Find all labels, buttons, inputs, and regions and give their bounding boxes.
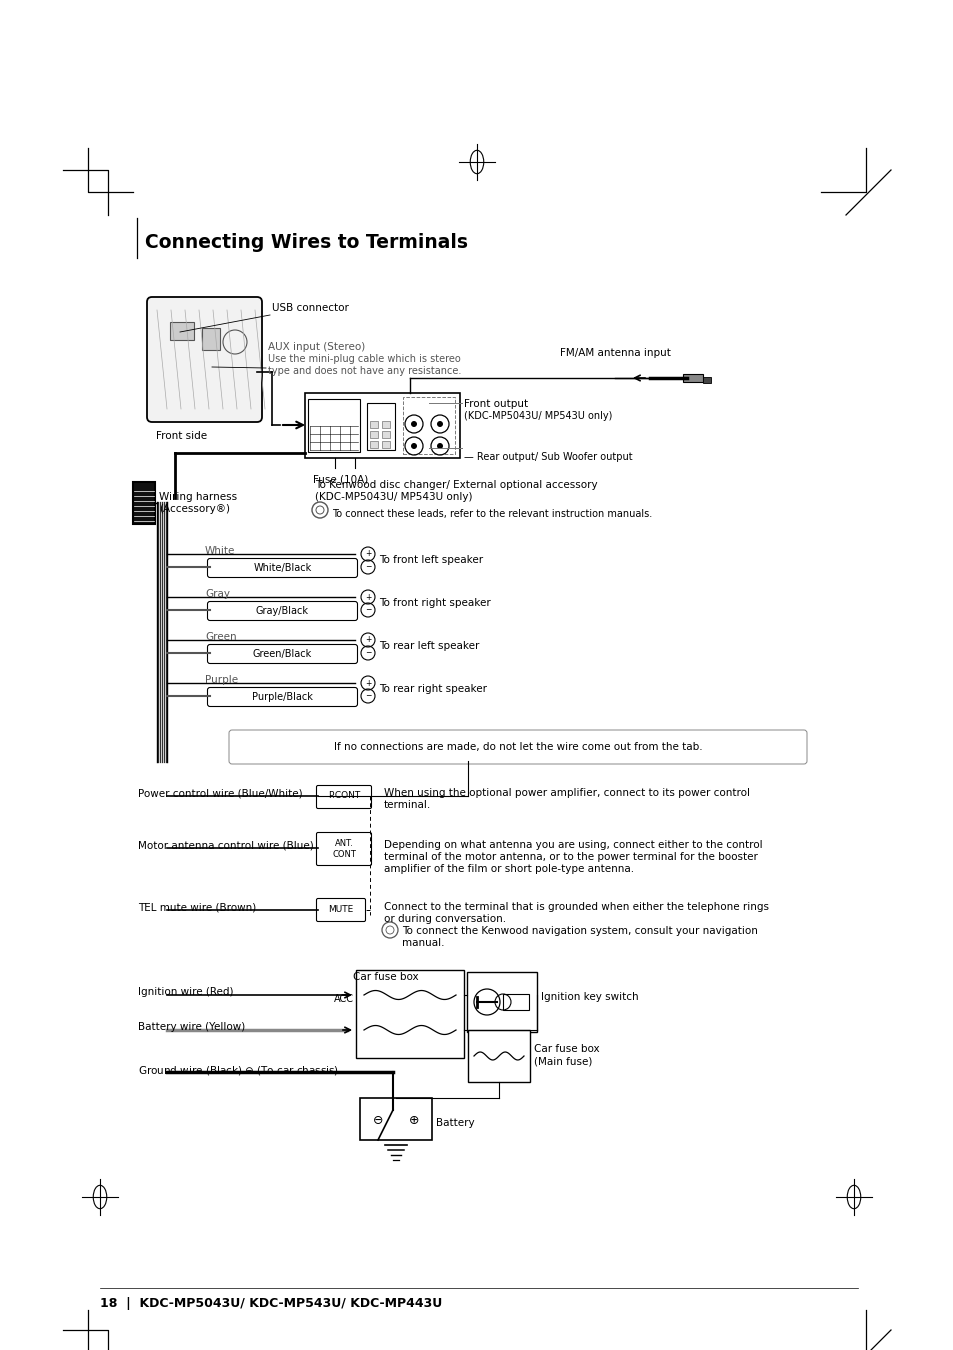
Text: White/Black: White/Black — [253, 563, 312, 572]
Bar — [308, 400, 359, 452]
Bar — [355, 971, 463, 1058]
Text: Depending on what antenna you are using, connect either to the control: Depending on what antenna you are using,… — [384, 840, 761, 850]
Text: Front output: Front output — [463, 400, 528, 409]
Text: type and does not have any resistance.: type and does not have any resistance. — [268, 366, 461, 377]
Bar — [370, 441, 377, 448]
Text: Green: Green — [205, 632, 236, 643]
Text: (Main fuse): (Main fuse) — [534, 1056, 592, 1066]
FancyBboxPatch shape — [316, 786, 371, 809]
Text: Ground wire (Black) $\ominus$ (To car chassis): Ground wire (Black) $\ominus$ (To car ch… — [138, 1064, 338, 1077]
Text: Gray: Gray — [205, 589, 230, 599]
Bar — [381, 421, 390, 428]
Text: TEL mute wire (Brown): TEL mute wire (Brown) — [138, 902, 256, 913]
Bar — [467, 972, 537, 1031]
Text: Battery: Battery — [436, 1118, 475, 1129]
Text: −: − — [364, 648, 371, 657]
Text: Ignition wire (Red): Ignition wire (Red) — [138, 987, 233, 998]
Text: ANT.
CONT: ANT. CONT — [332, 840, 355, 859]
Text: terminal of the motor antenna, or to the power terminal for the booster: terminal of the motor antenna, or to the… — [384, 852, 757, 863]
Text: +: + — [364, 679, 371, 687]
Bar — [170, 323, 193, 340]
Text: USB connector: USB connector — [272, 302, 349, 313]
Text: (KDC-MP5043U/ MP543U only): (KDC-MP5043U/ MP543U only) — [314, 491, 472, 502]
Text: Car fuse box: Car fuse box — [353, 972, 418, 981]
Circle shape — [411, 443, 416, 450]
Text: To Kenwood disc changer/ External optional accessory: To Kenwood disc changer/ External option… — [314, 481, 597, 490]
Bar — [370, 431, 377, 437]
Bar — [132, 482, 154, 524]
Text: Battery wire (Yellow): Battery wire (Yellow) — [138, 1022, 245, 1031]
Bar — [370, 421, 377, 428]
Text: If no connections are made, do not let the wire come out from the tab.: If no connections are made, do not let t… — [334, 743, 701, 752]
Text: 18  |  KDC-MP5043U/ KDC-MP543U/ KDC-MP443U: 18 | KDC-MP5043U/ KDC-MP543U/ KDC-MP443U — [100, 1296, 442, 1310]
Text: White: White — [205, 545, 235, 556]
Bar — [305, 393, 459, 458]
Text: $\ominus$: $\ominus$ — [372, 1114, 383, 1126]
Text: $\oplus$: $\oplus$ — [408, 1114, 419, 1126]
FancyBboxPatch shape — [208, 644, 357, 663]
FancyBboxPatch shape — [147, 297, 262, 423]
Text: MUTE: MUTE — [328, 906, 354, 914]
Text: Front side: Front side — [156, 431, 207, 441]
Text: Use the mini-plug cable which is stereo: Use the mini-plug cable which is stereo — [268, 354, 460, 364]
Bar — [402, 397, 455, 454]
Text: Fuse (10A): Fuse (10A) — [313, 474, 368, 485]
FancyBboxPatch shape — [316, 899, 365, 922]
Text: Wiring harness: Wiring harness — [159, 491, 237, 502]
Bar — [502, 994, 529, 1010]
FancyBboxPatch shape — [229, 730, 806, 764]
Text: To front right speaker: To front right speaker — [378, 598, 490, 608]
Text: Connect to the terminal that is grounded when either the telephone rings: Connect to the terminal that is grounded… — [384, 902, 768, 913]
Bar — [202, 328, 220, 350]
Text: manual.: manual. — [401, 938, 444, 948]
Text: −: − — [364, 606, 371, 614]
Bar — [702, 377, 710, 383]
Text: Power control wire (Blue/White): Power control wire (Blue/White) — [138, 788, 302, 798]
Bar — [367, 404, 395, 450]
Text: +: + — [364, 636, 371, 644]
Bar — [468, 1030, 530, 1081]
Text: terminal.: terminal. — [384, 801, 431, 810]
Text: Purple/Black: Purple/Black — [252, 693, 313, 702]
Text: To rear left speaker: To rear left speaker — [378, 641, 478, 651]
Text: (Accessory®): (Accessory®) — [159, 504, 230, 514]
Text: Green/Black: Green/Black — [253, 649, 312, 659]
Text: Ignition key switch: Ignition key switch — [540, 992, 638, 1002]
Text: To rear right speaker: To rear right speaker — [378, 684, 486, 694]
Text: or during conversation.: or during conversation. — [384, 914, 506, 923]
FancyBboxPatch shape — [208, 687, 357, 706]
Text: To connect the Kenwood navigation system, consult your navigation: To connect the Kenwood navigation system… — [401, 926, 757, 936]
FancyBboxPatch shape — [208, 602, 357, 621]
Text: Purple: Purple — [205, 675, 238, 684]
Text: −: − — [364, 563, 371, 571]
Bar — [381, 441, 390, 448]
Text: −: − — [364, 691, 371, 701]
Text: To front left speaker: To front left speaker — [378, 555, 482, 566]
Text: Gray/Black: Gray/Black — [255, 606, 309, 616]
Bar — [682, 374, 702, 382]
Text: — Rear output/ Sub Woofer output: — Rear output/ Sub Woofer output — [463, 452, 632, 462]
FancyBboxPatch shape — [316, 833, 371, 865]
Text: Connecting Wires to Terminals: Connecting Wires to Terminals — [145, 234, 468, 252]
Circle shape — [411, 421, 416, 427]
Text: amplifier of the film or short pole-type antenna.: amplifier of the film or short pole-type… — [384, 864, 634, 873]
Text: (KDC-MP5043U/ MP543U only): (KDC-MP5043U/ MP543U only) — [463, 410, 612, 421]
Text: ACC: ACC — [334, 994, 354, 1004]
Text: To connect these leads, refer to the relevant instruction manuals.: To connect these leads, refer to the rel… — [332, 509, 652, 518]
Text: +: + — [364, 549, 371, 559]
Circle shape — [436, 421, 442, 427]
Text: FM/AM antenna input: FM/AM antenna input — [559, 348, 670, 358]
Text: AUX input (Stereo): AUX input (Stereo) — [268, 342, 365, 352]
Circle shape — [436, 443, 442, 450]
Bar — [381, 431, 390, 437]
Bar — [359, 1098, 432, 1139]
Text: When using the optional power amplifier, connect to its power control: When using the optional power amplifier,… — [384, 788, 749, 798]
Text: Car fuse box: Car fuse box — [534, 1044, 599, 1054]
Text: Motor antenna control wire (Blue): Motor antenna control wire (Blue) — [138, 840, 314, 850]
Text: P.CONT: P.CONT — [328, 791, 359, 801]
Text: +: + — [364, 593, 371, 602]
FancyBboxPatch shape — [208, 559, 357, 578]
